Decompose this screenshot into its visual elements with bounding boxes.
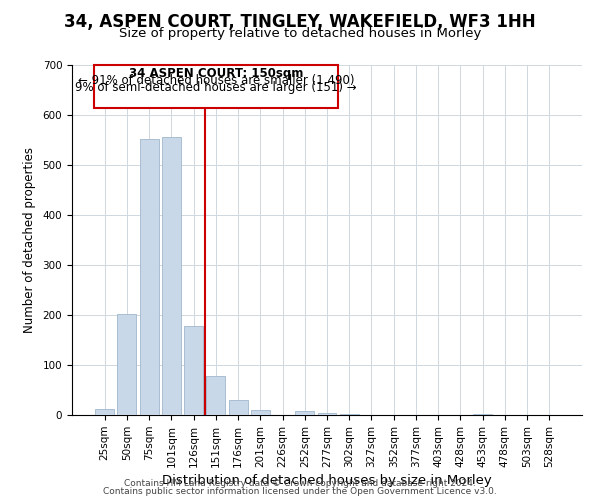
Bar — [95, 409, 114, 415]
Text: Size of property relative to detached houses in Morley: Size of property relative to detached ho… — [119, 28, 481, 40]
Bar — [118, 314, 136, 415]
Text: 34, ASPEN COURT, TINGLEY, WAKEFIELD, WF3 1HH: 34, ASPEN COURT, TINGLEY, WAKEFIELD, WF3… — [64, 12, 536, 30]
Text: 34 ASPEN COURT: 150sqm: 34 ASPEN COURT: 150sqm — [128, 66, 303, 80]
Bar — [229, 400, 248, 415]
Bar — [140, 138, 158, 415]
Bar — [184, 326, 203, 415]
Text: 9% of semi-detached houses are larger (151) →: 9% of semi-detached houses are larger (1… — [75, 81, 356, 94]
Bar — [473, 414, 492, 415]
Text: Contains HM Land Registry data © Crown copyright and database right 2024.: Contains HM Land Registry data © Crown c… — [124, 478, 476, 488]
Text: Contains public sector information licensed under the Open Government Licence v3: Contains public sector information licen… — [103, 487, 497, 496]
Bar — [251, 410, 270, 415]
Bar — [340, 414, 359, 415]
Bar — [317, 412, 337, 415]
Text: ← 91% of detached houses are smaller (1,490): ← 91% of detached houses are smaller (1,… — [77, 74, 354, 87]
Bar — [162, 136, 181, 415]
FancyBboxPatch shape — [94, 65, 338, 108]
Bar — [206, 376, 225, 415]
Y-axis label: Number of detached properties: Number of detached properties — [23, 147, 36, 333]
Bar — [295, 411, 314, 415]
X-axis label: Distribution of detached houses by size in Morley: Distribution of detached houses by size … — [162, 474, 492, 487]
